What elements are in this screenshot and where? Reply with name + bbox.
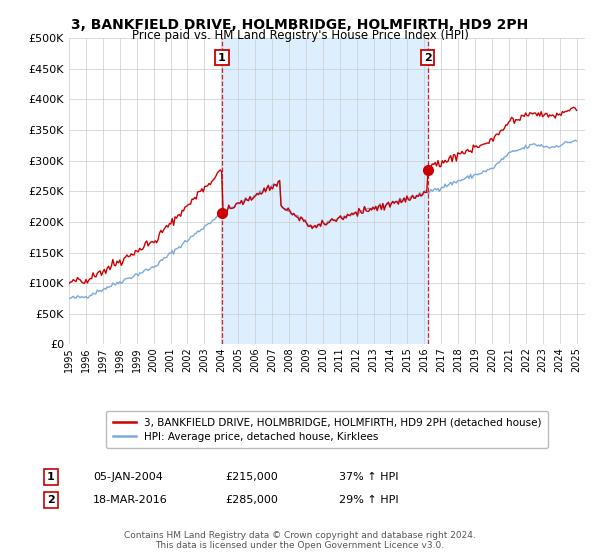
Text: 2: 2 — [47, 495, 55, 505]
Legend: 3, BANKFIELD DRIVE, HOLMBRIDGE, HOLMFIRTH, HD9 2PH (detached house), HPI: Averag: 3, BANKFIELD DRIVE, HOLMBRIDGE, HOLMFIRT… — [106, 411, 548, 448]
Text: £215,000: £215,000 — [225, 472, 278, 482]
Text: 29% ↑ HPI: 29% ↑ HPI — [339, 495, 398, 505]
Text: 1: 1 — [218, 53, 226, 63]
Text: 1: 1 — [47, 472, 55, 482]
Text: £285,000: £285,000 — [225, 495, 278, 505]
Text: Price paid vs. HM Land Registry's House Price Index (HPI): Price paid vs. HM Land Registry's House … — [131, 29, 469, 42]
Text: 37% ↑ HPI: 37% ↑ HPI — [339, 472, 398, 482]
Text: Contains HM Land Registry data © Crown copyright and database right 2024.
This d: Contains HM Land Registry data © Crown c… — [124, 530, 476, 550]
Bar — [222, 38, 428, 344]
Text: 2: 2 — [424, 53, 432, 63]
Text: 05-JAN-2004: 05-JAN-2004 — [93, 472, 163, 482]
Text: 18-MAR-2016: 18-MAR-2016 — [93, 495, 168, 505]
Text: 3, BANKFIELD DRIVE, HOLMBRIDGE, HOLMFIRTH, HD9 2PH: 3, BANKFIELD DRIVE, HOLMBRIDGE, HOLMFIRT… — [71, 18, 529, 32]
